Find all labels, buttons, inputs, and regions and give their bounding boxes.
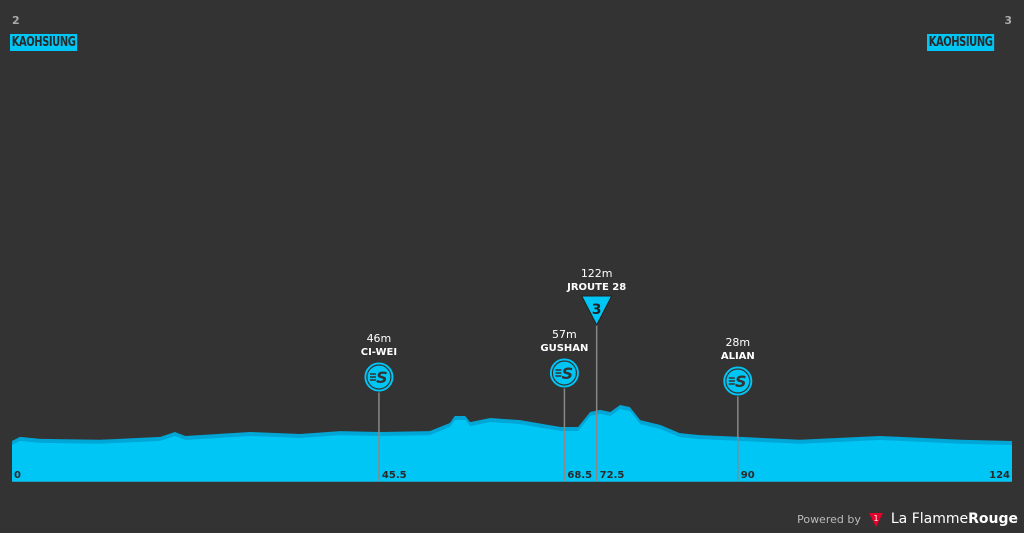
km-label: 68.5 — [567, 470, 592, 481]
point-elevation: 57m — [552, 328, 577, 341]
brand-name[interactable]: La FlammeRouge — [890, 511, 1018, 527]
point-name: CI-WEI — [361, 347, 397, 358]
sprint-icon-letter: S — [376, 368, 388, 387]
sprint-icon-ring — [366, 364, 392, 390]
sprint-icon-letter: S — [735, 372, 747, 391]
sprint-icon-letter: S — [562, 364, 574, 383]
start-town: KAOHSIUNG — [10, 34, 78, 51]
powered-by-text: Powered by — [797, 512, 861, 526]
km-label: 90 — [741, 470, 755, 481]
km-label: 45.5 — [382, 470, 407, 481]
kom-category: 3 — [592, 302, 602, 318]
km-label: 72.5 — [600, 470, 625, 481]
km-label-start: 0 — [14, 470, 21, 481]
point-name: JROUTE 28 — [566, 282, 626, 293]
sprint-icon — [363, 361, 395, 393]
point-elevation: 122m — [581, 267, 613, 280]
point-elevation: 46m — [367, 332, 392, 345]
finish-town: KAOHSIUNG — [927, 34, 995, 51]
kom-triangle-icon — [580, 295, 613, 327]
profile-area — [12, 408, 1012, 481]
point-name: ALIAN — [721, 351, 755, 362]
finish-stage-number: 3 — [1004, 14, 1012, 27]
footer: Powered by 1 La FlammeRouge — [797, 511, 1018, 527]
sprint-icon — [722, 365, 754, 397]
point-name: GUSHAN — [540, 343, 588, 354]
svg-text:1: 1 — [873, 514, 878, 523]
start-stage-number: 2 — [12, 14, 20, 27]
la-flamme-rouge-logo-icon: 1 — [868, 513, 883, 527]
sprint-icon-ring — [551, 360, 578, 386]
km-label-finish: 124 — [989, 470, 1010, 481]
point-elevation: 28m — [725, 336, 750, 349]
sprint-icon-ring — [725, 368, 751, 394]
sprint-icon — [548, 357, 580, 389]
